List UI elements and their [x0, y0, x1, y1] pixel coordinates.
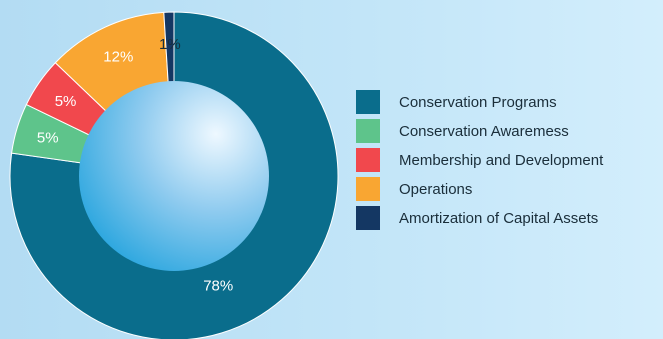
legend-swatch: [356, 148, 380, 172]
slice-label-amortization: 1%: [159, 36, 181, 53]
legend-label: Amortization of Capital Assets: [399, 209, 599, 227]
legend-label: Conservation Programs: [399, 93, 557, 111]
legend-swatch: [356, 177, 380, 201]
legend-label: Conservation Awaremess: [399, 122, 569, 140]
legend-label: Operations: [399, 180, 473, 198]
legend-item-membership-development: Membership and Development: [356, 146, 603, 174]
legend-item-conservation-programs: Conservation Programs: [356, 88, 603, 116]
donut-chart: 78% 5% 5% 12% 1%: [9, 11, 339, 339]
slice-label-membership-development: 5%: [55, 93, 77, 110]
legend-swatch: [356, 90, 380, 114]
legend-swatch: [356, 206, 380, 230]
slice-label-conservation-programs: 78%: [203, 277, 233, 294]
donut-hole: [79, 81, 269, 271]
legend-label: Membership and Development: [399, 151, 604, 169]
legend-item-conservation-awareness: Conservation Awaremess: [356, 117, 603, 145]
legend-swatch: [356, 119, 380, 143]
legend: Conservation Programs Conservation Awarem…: [356, 88, 603, 233]
slice-label-operations: 12%: [103, 48, 133, 65]
legend-item-amortization: Amortization of Capital Assets: [356, 204, 603, 232]
slice-conservation-programs: [9, 11, 339, 339]
slice-label-conservation-awareness: 5%: [37, 130, 59, 147]
legend-item-operations: Operations: [356, 175, 603, 203]
